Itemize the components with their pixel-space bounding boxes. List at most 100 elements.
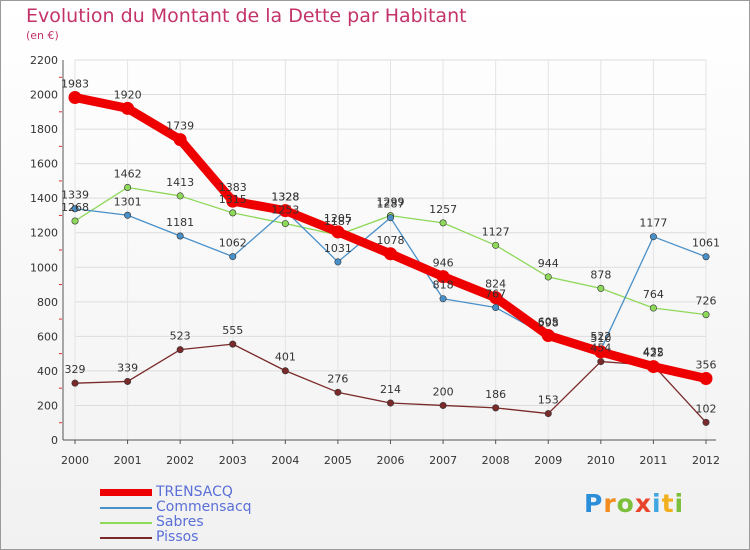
data-label-commensacq: 767 — [485, 288, 506, 301]
data-label-commensacq: 818 — [433, 279, 454, 292]
data-point-sabres — [597, 284, 605, 292]
data-label-commensacq: 598 — [538, 317, 559, 330]
data-label-commensacq: 1328 — [271, 191, 299, 204]
x-tick-label: 2004 — [271, 454, 299, 467]
data-point-pissos — [334, 388, 342, 396]
y-tick-label: 2200 — [30, 54, 58, 67]
data-point-pissos — [702, 418, 710, 426]
data-point-trensacq — [436, 270, 450, 284]
data-label-pissos: 432 — [643, 345, 664, 358]
data-label-trensacq: 1205 — [324, 212, 352, 225]
data-point-sabres — [439, 219, 447, 227]
data-label-commensacq: 1177 — [639, 217, 667, 230]
logo-letter: o — [616, 489, 635, 518]
logo-letter: r — [603, 489, 617, 518]
x-tick-label: 2006 — [377, 454, 405, 467]
data-point-sabres — [281, 220, 289, 228]
legend-label-pissos: Pissos — [156, 529, 199, 545]
data-point-pissos — [544, 410, 552, 418]
data-label-commensacq: 1287 — [377, 198, 405, 211]
data-point-pissos — [124, 377, 132, 385]
data-label-commensacq: 1301 — [114, 195, 142, 208]
data-label-sabres: 1127 — [482, 225, 510, 238]
data-label-pissos: 454 — [590, 342, 611, 355]
data-label-sabres: 726 — [696, 295, 717, 308]
data-label-pissos: 329 — [65, 363, 86, 376]
logo-letter: i — [674, 489, 685, 518]
logo-letter: i — [652, 489, 662, 518]
data-point-sabres — [492, 241, 500, 249]
data-point-commensacq — [702, 253, 710, 261]
legend-label-sabres: Sabres — [156, 514, 204, 530]
data-point-pissos — [176, 346, 184, 354]
data-point-commensacq — [229, 253, 237, 261]
data-label-trensacq: 1078 — [377, 234, 405, 247]
data-point-pissos — [597, 358, 605, 366]
data-label-commensacq: 1031 — [324, 242, 352, 255]
data-point-trensacq — [121, 101, 135, 115]
chart-unit: (en €) — [26, 29, 59, 42]
y-tick-label: 1800 — [30, 123, 58, 136]
data-label-trensacq: 1983 — [61, 77, 89, 90]
y-tick-label: 2000 — [30, 89, 58, 102]
data-point-commensacq — [176, 232, 184, 240]
legend-swatch-trensacq — [100, 489, 152, 496]
data-label-commensacq: 1061 — [692, 237, 720, 250]
data-label-sabres: 1315 — [219, 193, 247, 206]
data-point-sabres — [176, 192, 184, 200]
data-point-commensacq — [334, 258, 342, 266]
data-point-trensacq — [68, 90, 82, 104]
x-tick-label: 2011 — [639, 454, 667, 467]
legend-label-trensacq: TRENSACQ — [156, 484, 233, 500]
data-point-sabres — [702, 311, 710, 319]
series-lines — [68, 90, 713, 426]
data-label-trensacq: 356 — [696, 359, 717, 372]
data-point-pissos — [281, 367, 289, 375]
data-label-commensacq: 1062 — [219, 237, 247, 250]
data-point-pissos — [229, 340, 237, 348]
y-tick-label: 200 — [37, 399, 58, 412]
data-point-pissos — [492, 404, 500, 412]
data-label-pissos: 153 — [538, 394, 559, 407]
data-label-trensacq: 425 — [643, 347, 664, 360]
data-label-trensacq: 1383 — [219, 181, 247, 194]
data-label-trensacq: 605 — [538, 316, 559, 329]
y-tick-label: 0 — [51, 434, 58, 447]
data-label-pissos: 102 — [696, 402, 717, 415]
data-labels: 1983 1920 1739 1383 1328 1205 1078 946 824 605 510… — [61, 77, 720, 415]
data-label-pissos: 276 — [327, 372, 348, 385]
data-label-commensacq: 1339 — [61, 189, 89, 202]
data-point-pissos — [439, 401, 447, 409]
data-label-pissos: 401 — [275, 351, 296, 364]
data-point-trensacq — [541, 329, 555, 342]
data-point-pissos — [386, 399, 394, 407]
data-point-trensacq — [384, 247, 397, 261]
data-label-pissos: 186 — [485, 388, 506, 401]
data-point-sabres — [229, 209, 237, 217]
data-label-sabres: 1257 — [429, 203, 457, 216]
data-point-sabres — [544, 273, 552, 281]
data-point-commensacq — [439, 295, 447, 303]
y-tick-label: 800 — [37, 296, 58, 309]
data-point-sabres — [71, 217, 79, 225]
data-label-sabres: 1413 — [166, 176, 194, 189]
data-point-commensacq — [71, 205, 79, 213]
data-label-pissos: 214 — [380, 383, 401, 396]
x-tick-label: 2003 — [219, 454, 247, 467]
x-tick-label: 2009 — [534, 454, 562, 467]
data-point-trensacq — [699, 372, 713, 386]
data-label-trensacq: 1328 — [271, 191, 299, 204]
data-point-commensacq — [649, 233, 657, 241]
data-point-pissos — [71, 379, 79, 387]
proxiti-logo: Proxiti — [584, 489, 684, 518]
data-label-sabres: 878 — [590, 268, 611, 281]
data-label-sabres: 1299 — [377, 196, 405, 209]
legend-swatch-pissos — [100, 537, 152, 539]
data-label-sabres: 1462 — [114, 167, 142, 180]
x-tick-label: 2005 — [324, 454, 352, 467]
data-label-trensacq: 1920 — [114, 88, 142, 101]
legend-label-commensacq: Commensacq — [156, 499, 252, 515]
data-point-trensacq — [646, 360, 660, 374]
